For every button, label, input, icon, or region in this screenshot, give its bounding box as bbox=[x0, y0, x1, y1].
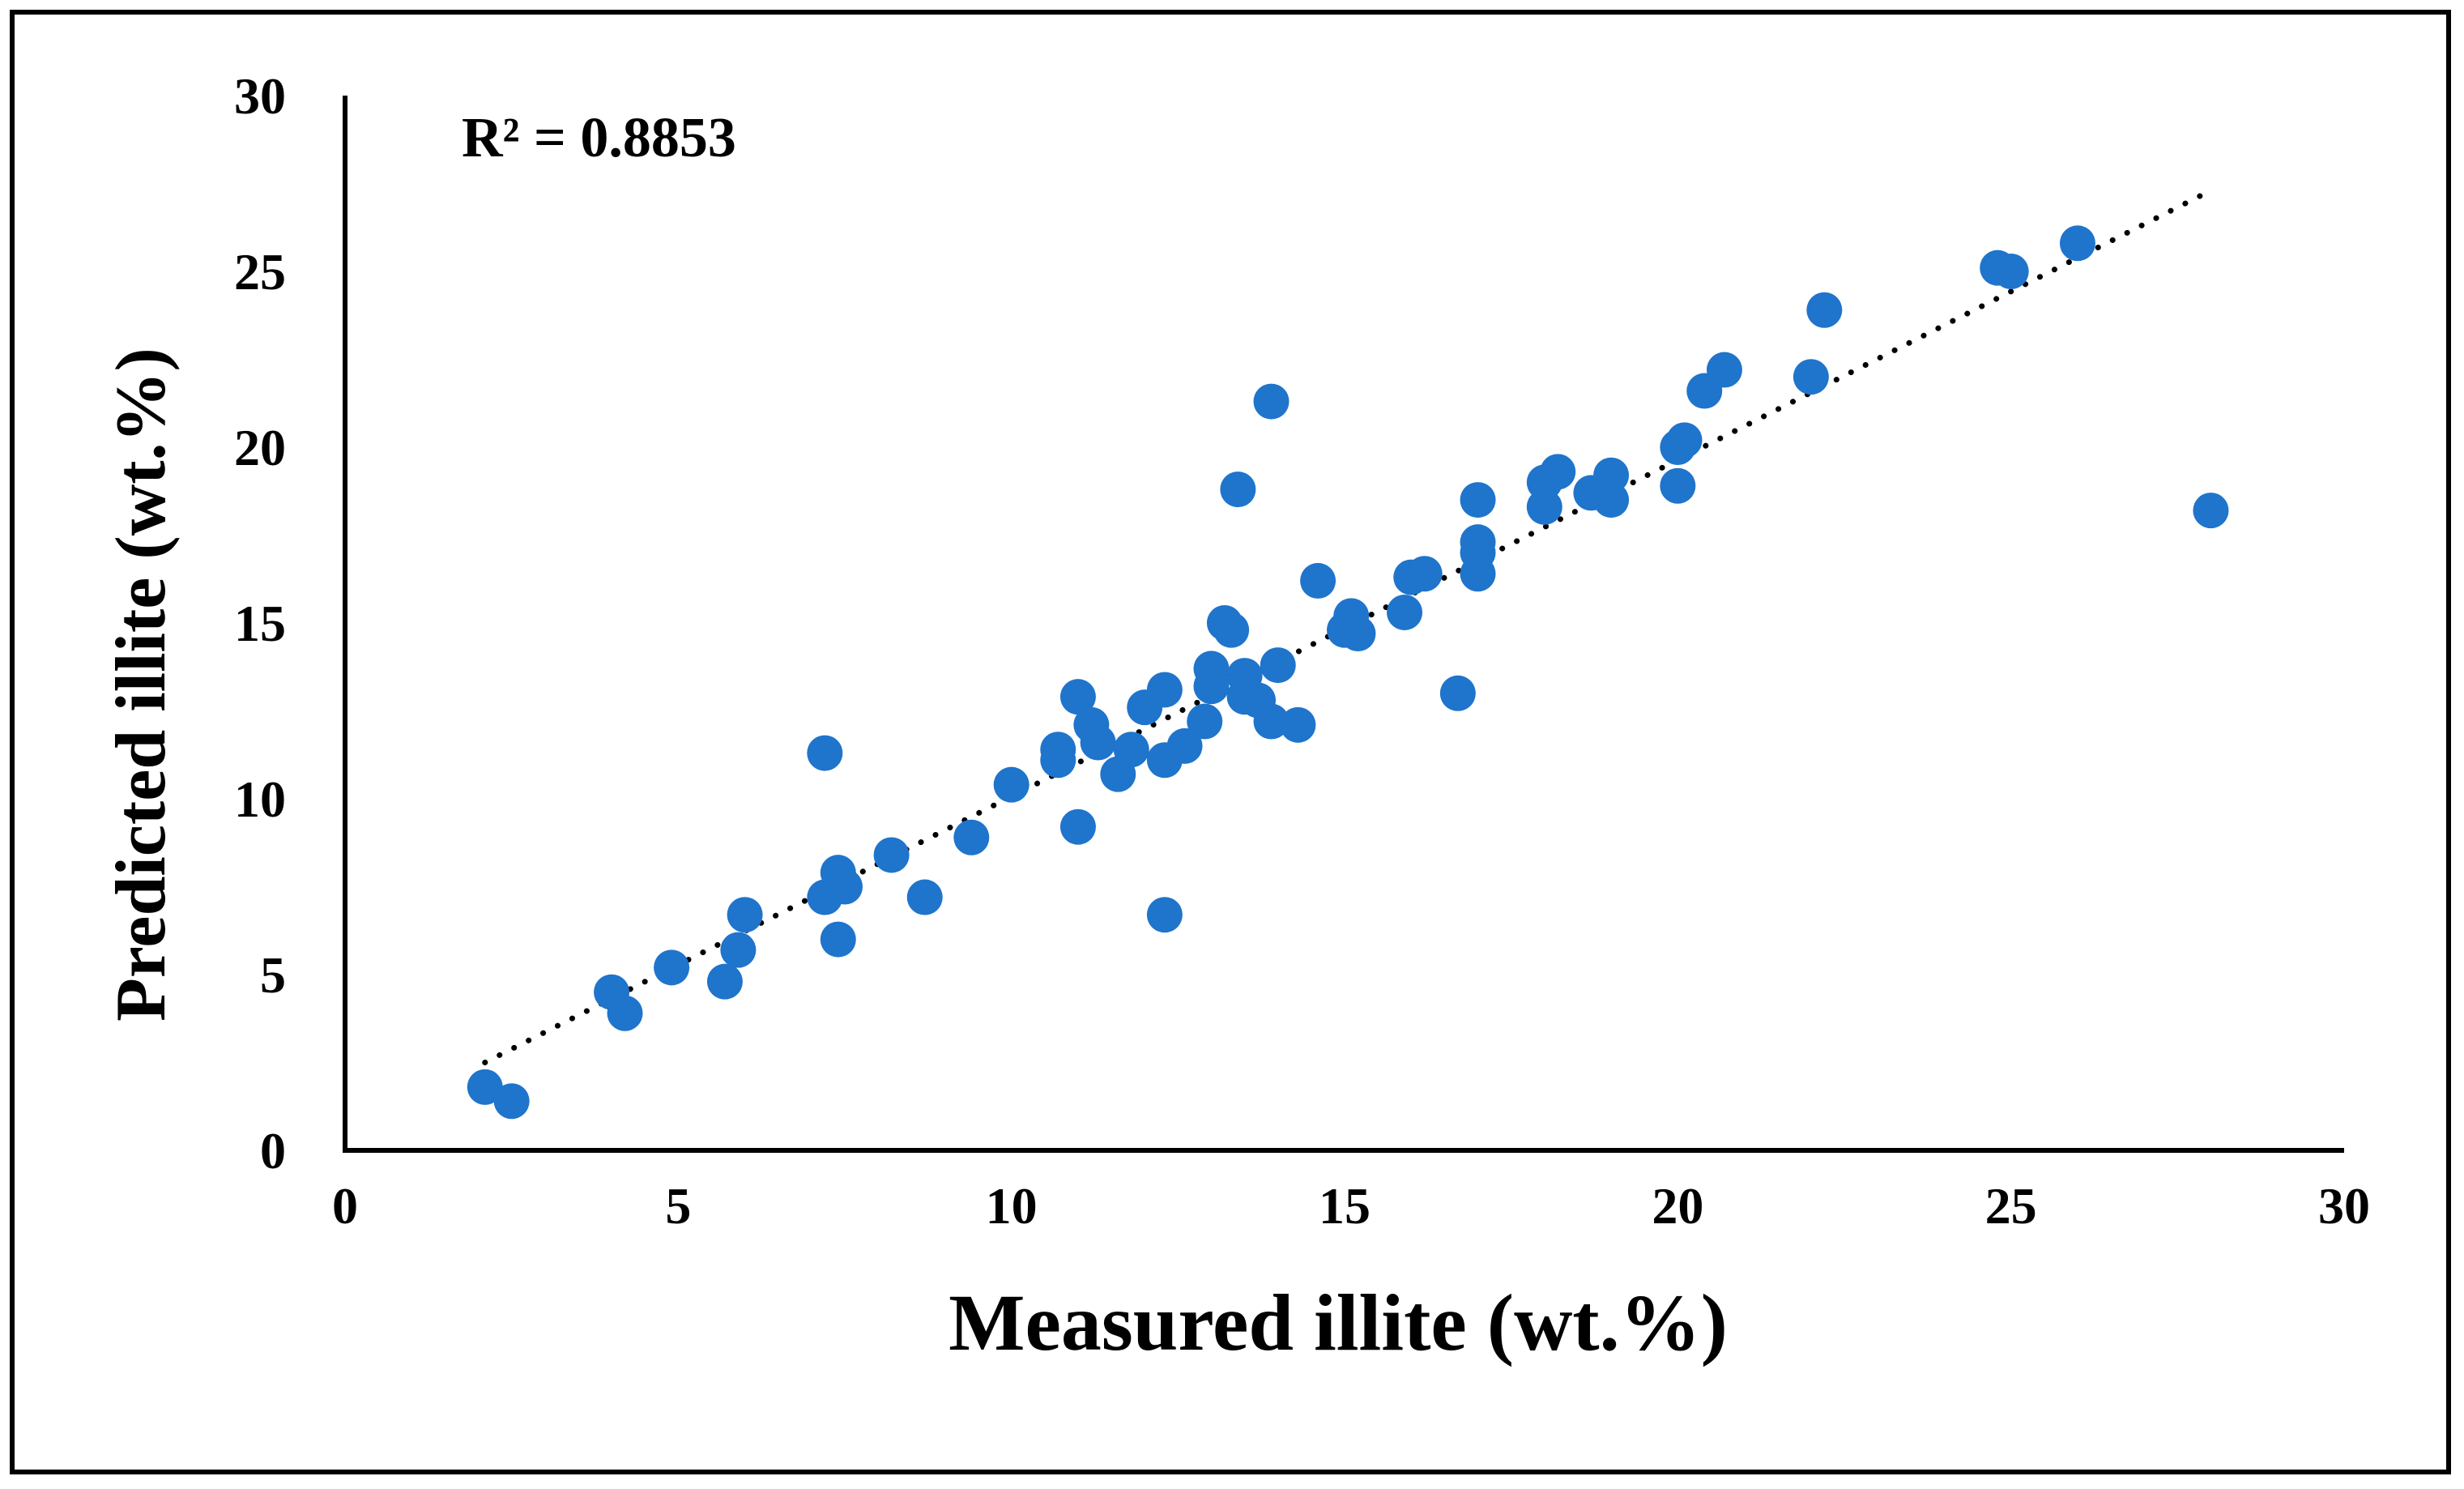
data-point bbox=[820, 921, 856, 958]
data-point bbox=[1260, 647, 1296, 684]
x-tick-label: 5 bbox=[665, 1177, 691, 1235]
data-point bbox=[1340, 616, 1376, 652]
data-point bbox=[1387, 594, 1423, 630]
data-point bbox=[1460, 524, 1496, 561]
data-point bbox=[654, 949, 690, 986]
y-tick-label: 25 bbox=[234, 243, 286, 301]
y-tick-labels: 0 5 10 15 20 25 30 bbox=[234, 67, 286, 1180]
data-point bbox=[1593, 482, 1630, 518]
x-tick-label: 20 bbox=[1652, 1177, 1703, 1235]
x-tick-label: 10 bbox=[986, 1177, 1038, 1235]
x-axis-title: Measured illite (wt.%) bbox=[949, 1278, 1728, 1367]
data-point bbox=[1253, 383, 1290, 420]
data-point bbox=[1059, 808, 1096, 845]
data-point bbox=[1166, 727, 1203, 764]
data-point bbox=[953, 819, 990, 855]
axes bbox=[343, 96, 2344, 1153]
data-point bbox=[1113, 732, 1149, 768]
y-tick-label: 10 bbox=[234, 770, 286, 828]
r-squared-annotation: R² = 0.8853 bbox=[462, 107, 736, 169]
data-point bbox=[727, 897, 763, 933]
data-point bbox=[1540, 454, 1576, 490]
data-point bbox=[1660, 467, 1696, 504]
data-point bbox=[2193, 493, 2229, 529]
data-point bbox=[873, 837, 910, 873]
data-point bbox=[1040, 732, 1076, 768]
data-point bbox=[1213, 612, 1250, 648]
y-tick-label: 5 bbox=[260, 946, 286, 1004]
data-point bbox=[1059, 679, 1096, 715]
data-point bbox=[807, 735, 843, 771]
data-point bbox=[1146, 897, 1183, 933]
data-point bbox=[1993, 254, 2029, 289]
x-tick-label: 25 bbox=[1985, 1177, 2037, 1235]
data-point bbox=[1706, 352, 1742, 388]
chart-frame: 0 5 10 15 20 25 30 0 5 10 15 20 25 30 R² = 0.8853 Me… bbox=[10, 10, 2451, 1474]
x-tick-label: 30 bbox=[2318, 1177, 2370, 1235]
data-point bbox=[906, 879, 943, 915]
data-point bbox=[706, 963, 743, 1000]
data-point bbox=[1666, 422, 1703, 459]
data-point bbox=[1080, 724, 1116, 761]
data-point bbox=[1193, 651, 1230, 687]
data-point bbox=[1146, 672, 1183, 708]
y-tick-label: 0 bbox=[260, 1122, 286, 1180]
trendline bbox=[482, 187, 2214, 1065]
data-point bbox=[607, 995, 643, 1031]
data-point bbox=[1793, 359, 1829, 395]
data-point bbox=[1593, 457, 1630, 493]
y-tick-label: 30 bbox=[234, 67, 286, 125]
x-tick-labels: 0 5 10 15 20 25 30 bbox=[332, 1177, 2370, 1235]
data-point bbox=[1253, 703, 1290, 740]
data-point bbox=[1220, 471, 1256, 508]
data-point bbox=[2059, 225, 2095, 262]
data-point bbox=[467, 1069, 503, 1105]
y-tick-label: 15 bbox=[234, 595, 286, 652]
data-point bbox=[1406, 556, 1443, 592]
data-point bbox=[720, 932, 757, 968]
data-point bbox=[1526, 489, 1562, 525]
data-point bbox=[1280, 706, 1316, 743]
scatter-chart: 0 5 10 15 20 25 30 0 5 10 15 20 25 30 R² = 0.8853 Me… bbox=[102, 67, 2370, 1367]
data-point bbox=[1806, 292, 1843, 328]
data-point bbox=[1187, 703, 1223, 740]
y-axis-title: Predicted illite (wt.%) bbox=[102, 348, 181, 1022]
data-points bbox=[467, 225, 2229, 1120]
x-tick-label: 0 bbox=[332, 1177, 358, 1235]
data-point bbox=[1439, 675, 1476, 711]
data-point bbox=[493, 1083, 530, 1120]
x-tick-label: 15 bbox=[1319, 1177, 1371, 1235]
data-point bbox=[1460, 482, 1496, 518]
data-point bbox=[1300, 562, 1336, 599]
data-point bbox=[993, 766, 1030, 803]
y-tick-label: 20 bbox=[234, 419, 286, 476]
data-point bbox=[827, 868, 863, 905]
